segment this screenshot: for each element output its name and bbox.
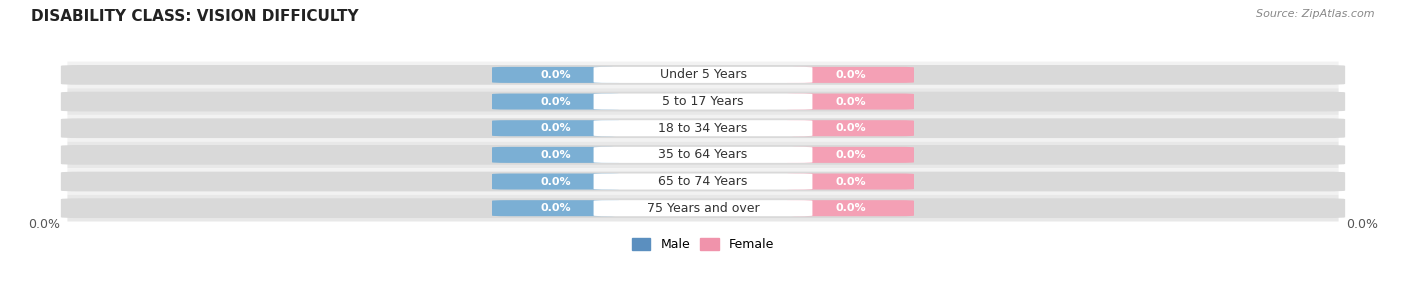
- Text: 35 to 64 Years: 35 to 64 Years: [658, 148, 748, 161]
- FancyBboxPatch shape: [787, 147, 914, 163]
- FancyBboxPatch shape: [60, 92, 1346, 111]
- FancyBboxPatch shape: [787, 67, 914, 83]
- FancyBboxPatch shape: [492, 67, 619, 83]
- FancyBboxPatch shape: [60, 198, 1346, 218]
- FancyBboxPatch shape: [67, 61, 1339, 88]
- FancyBboxPatch shape: [593, 67, 813, 83]
- FancyBboxPatch shape: [593, 200, 813, 216]
- FancyBboxPatch shape: [67, 195, 1339, 222]
- FancyBboxPatch shape: [492, 120, 619, 136]
- Text: 18 to 34 Years: 18 to 34 Years: [658, 122, 748, 135]
- Text: 65 to 74 Years: 65 to 74 Years: [658, 175, 748, 188]
- Text: DISABILITY CLASS: VISION DIFFICULTY: DISABILITY CLASS: VISION DIFFICULTY: [31, 9, 359, 24]
- FancyBboxPatch shape: [787, 94, 914, 109]
- Text: 0.0%: 0.0%: [540, 203, 571, 213]
- Text: 0.0%: 0.0%: [835, 70, 866, 80]
- FancyBboxPatch shape: [60, 172, 1346, 192]
- Legend: Male, Female: Male, Female: [627, 233, 779, 256]
- Text: 0.0%: 0.0%: [835, 150, 866, 160]
- FancyBboxPatch shape: [787, 174, 914, 189]
- Text: 5 to 17 Years: 5 to 17 Years: [662, 95, 744, 108]
- FancyBboxPatch shape: [593, 147, 813, 163]
- Text: 0.0%: 0.0%: [835, 177, 866, 187]
- FancyBboxPatch shape: [67, 88, 1339, 115]
- FancyBboxPatch shape: [492, 200, 619, 216]
- FancyBboxPatch shape: [60, 145, 1346, 165]
- Text: 75 Years and over: 75 Years and over: [647, 202, 759, 215]
- Text: 0.0%: 0.0%: [540, 97, 571, 106]
- FancyBboxPatch shape: [67, 115, 1339, 142]
- FancyBboxPatch shape: [787, 120, 914, 136]
- FancyBboxPatch shape: [492, 174, 619, 189]
- FancyBboxPatch shape: [492, 94, 619, 109]
- FancyBboxPatch shape: [593, 174, 813, 189]
- Text: Under 5 Years: Under 5 Years: [659, 68, 747, 81]
- Text: 0.0%: 0.0%: [540, 177, 571, 187]
- Text: 0.0%: 0.0%: [835, 203, 866, 213]
- FancyBboxPatch shape: [67, 142, 1339, 168]
- FancyBboxPatch shape: [787, 200, 914, 216]
- Text: 0.0%: 0.0%: [540, 70, 571, 80]
- FancyBboxPatch shape: [593, 120, 813, 136]
- FancyBboxPatch shape: [60, 65, 1346, 85]
- Text: 0.0%: 0.0%: [835, 97, 866, 106]
- Text: 0.0%: 0.0%: [1346, 218, 1378, 231]
- Text: 0.0%: 0.0%: [28, 218, 60, 231]
- Text: 0.0%: 0.0%: [835, 123, 866, 133]
- FancyBboxPatch shape: [593, 94, 813, 109]
- Text: 0.0%: 0.0%: [540, 150, 571, 160]
- FancyBboxPatch shape: [60, 118, 1346, 138]
- Text: 0.0%: 0.0%: [540, 123, 571, 133]
- Text: Source: ZipAtlas.com: Source: ZipAtlas.com: [1257, 9, 1375, 19]
- FancyBboxPatch shape: [492, 147, 619, 163]
- FancyBboxPatch shape: [67, 168, 1339, 195]
